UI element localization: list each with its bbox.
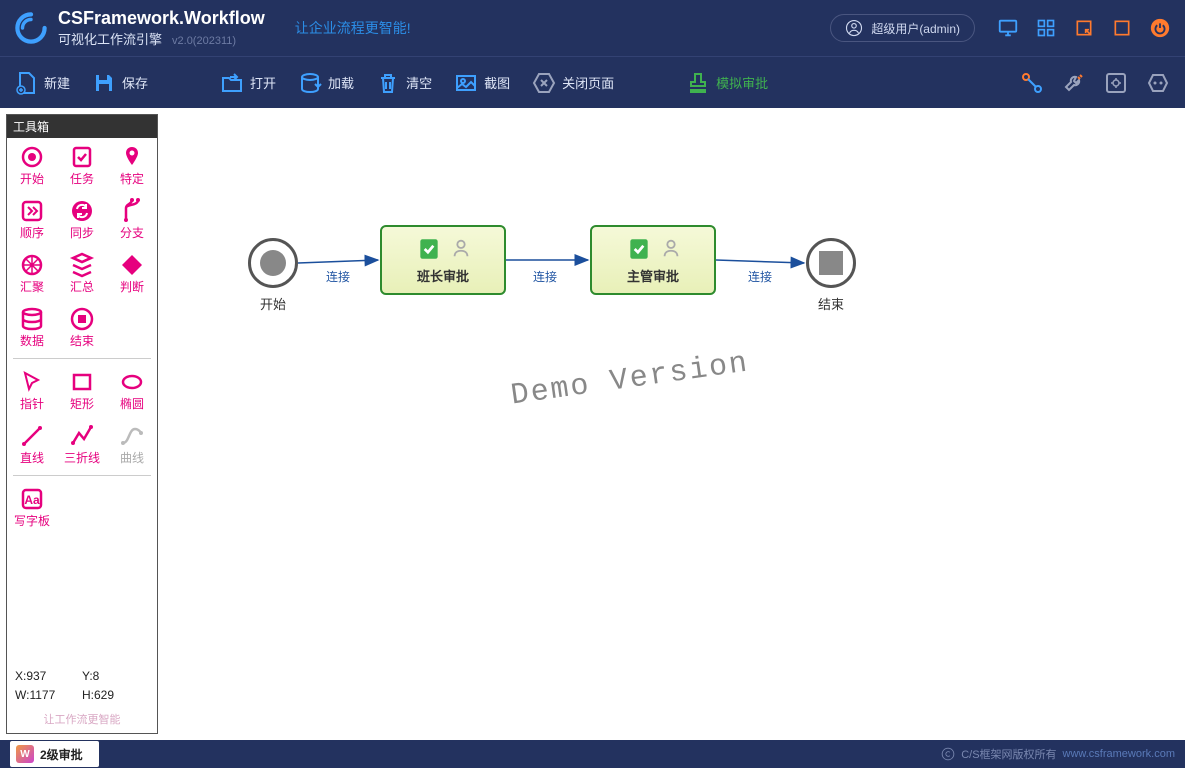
coords-readout: X:937Y:8 W:1177H:629	[7, 661, 157, 711]
tool-polyline[interactable]: 三折线	[57, 417, 107, 471]
clipboard-check-icon	[414, 236, 444, 262]
chip-tool-icon[interactable]	[1145, 70, 1171, 96]
clipboard-check-icon	[624, 236, 654, 262]
save-button[interactable]: 保存	[92, 71, 148, 95]
close-hex-icon	[532, 71, 556, 95]
tool-data[interactable]: 数据	[7, 300, 57, 354]
config-tool-icon[interactable]	[1103, 70, 1129, 96]
tool-judge[interactable]: 判断	[107, 246, 157, 300]
connection-label[interactable]: 连接	[533, 268, 557, 285]
tool-end[interactable]: 结束	[57, 300, 107, 354]
main-area: 工具箱 开始任务特定顺序同步分支汇聚汇总判断数据结束 指针矩形椭圆直线三折线曲线…	[0, 108, 1185, 740]
load-button[interactable]: 加载	[298, 71, 354, 95]
new-icon	[14, 71, 38, 95]
close-page-button[interactable]: 关闭页面	[532, 71, 614, 95]
task-node-2[interactable]: 主管审批	[590, 225, 716, 295]
connection-label[interactable]: 连接	[748, 268, 772, 285]
open-button[interactable]: 打开	[220, 71, 276, 95]
wrench-tool-icon[interactable]	[1061, 70, 1087, 96]
apps-icon[interactable]	[1035, 17, 1057, 39]
app-title: CSFramework.Workflow	[58, 8, 265, 29]
toolbox-panel: 工具箱 开始任务特定顺序同步分支汇聚汇总判断数据结束 指针矩形椭圆直线三折线曲线…	[6, 114, 158, 734]
task-node-1[interactable]: 班长审批	[380, 225, 506, 295]
tool-start[interactable]: 开始	[7, 138, 57, 192]
user-label: 超级用户(admin)	[871, 20, 960, 37]
copyright-icon	[941, 747, 955, 761]
watermark: Demo Version	[509, 346, 751, 413]
app-logo-icon	[14, 11, 48, 45]
copyright-text: C/S框架网版权所有	[961, 746, 1056, 762]
image-icon	[454, 71, 478, 95]
tagline: 让企业流程更智能!	[295, 18, 411, 38]
minimize-icon[interactable]	[1073, 17, 1095, 39]
document-tab[interactable]: W 2级审批	[10, 741, 99, 767]
nodes-tool-icon[interactable]	[1019, 70, 1045, 96]
simulate-button[interactable]: 模拟审批	[686, 71, 768, 95]
tool-textboard[interactable]: Aa写字板	[7, 480, 57, 534]
tool-sequence[interactable]: 顺序	[7, 192, 57, 246]
tool-branch[interactable]: 分支	[107, 192, 157, 246]
tool-sync[interactable]: 同步	[57, 192, 107, 246]
app-version: v2.0(202311)	[172, 35, 236, 47]
tool-pointer[interactable]: 指针	[7, 363, 57, 417]
user-chip[interactable]: 超级用户(admin)	[830, 14, 975, 42]
screenshot-button[interactable]: 截图	[454, 71, 510, 95]
workflow-canvas[interactable]: 开始 班长审批 主管审批 结束 连接 连接 连接 Demo Version	[158, 108, 1185, 740]
toolbox-title: 工具箱	[7, 115, 157, 138]
power-icon[interactable]	[1149, 17, 1171, 39]
tab-badge-icon: W	[16, 745, 34, 763]
website-link[interactable]: www.csframework.com	[1063, 748, 1175, 760]
user-icon	[845, 19, 863, 37]
connection-label[interactable]: 连接	[326, 268, 350, 285]
end-node[interactable]: 结束	[806, 238, 856, 313]
start-node[interactable]: 开始	[248, 238, 298, 313]
tool-specific[interactable]: 特定	[107, 138, 157, 192]
tool-rect[interactable]: 矩形	[57, 363, 107, 417]
toolbox-slogan: 让工作流更智能	[7, 711, 157, 733]
status-bar: W 2级审批 C/S框架网版权所有 www.csframework.com	[0, 740, 1185, 768]
maximize-icon[interactable]	[1111, 17, 1133, 39]
svg-text:Aa: Aa	[24, 493, 40, 507]
person-icon	[660, 236, 682, 260]
tool-ellipse[interactable]: 椭圆	[107, 363, 157, 417]
person-icon	[450, 236, 472, 260]
app-header: CSFramework.Workflow 可视化工作流引擎 v2.0(20231…	[0, 0, 1185, 56]
clear-button[interactable]: 清空	[376, 71, 432, 95]
tool-task[interactable]: 任务	[57, 138, 107, 192]
stamp-icon	[686, 71, 710, 95]
load-icon	[298, 71, 322, 95]
tool-summary[interactable]: 汇总	[57, 246, 107, 300]
trash-icon	[376, 71, 400, 95]
open-icon	[220, 71, 244, 95]
save-icon	[92, 71, 116, 95]
new-button[interactable]: 新建	[14, 71, 70, 95]
tool-converge[interactable]: 汇聚	[7, 246, 57, 300]
main-toolbar: 新建 保存 打开 加载 清空 截图 关闭页面 模拟审批	[0, 56, 1185, 108]
tool-line[interactable]: 直线	[7, 417, 57, 471]
tool-curve[interactable]: 曲线	[107, 417, 157, 471]
app-subtitle: 可视化工作流引擎	[58, 29, 162, 48]
monitor-icon[interactable]	[997, 17, 1019, 39]
